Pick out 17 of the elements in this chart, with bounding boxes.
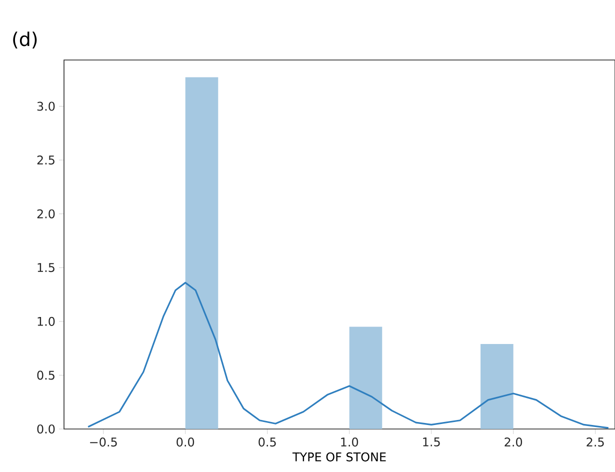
x-tick-label: −0.5	[90, 438, 117, 447]
x-tick-label: 1.5	[423, 438, 440, 446]
x-tick-label: 1.0	[341, 438, 358, 447]
x-tick-label: 2.5	[586, 438, 604, 447]
x-tick-label: 0.0	[176, 438, 194, 447]
x-tick-label: 0.5	[258, 438, 276, 447]
x-tick-label: 2.0	[504, 438, 522, 447]
y-tick-label: 1.0	[38, 316, 55, 326]
y-tick-label: 0.0	[37, 424, 55, 434]
y-tick-label: 2.5	[37, 156, 54, 165]
text: (d)	[13, 32, 37, 48]
y-tick-label: 1.5	[38, 263, 54, 272]
x-axis-title: TYPE OF STONE	[292, 452, 386, 462]
y-tick-label: 2.0	[37, 209, 55, 218]
y-tick-label: 0.5	[37, 370, 54, 380]
line-series	[87, 282, 610, 429]
y-tick-label: 3.0	[37, 102, 55, 111]
